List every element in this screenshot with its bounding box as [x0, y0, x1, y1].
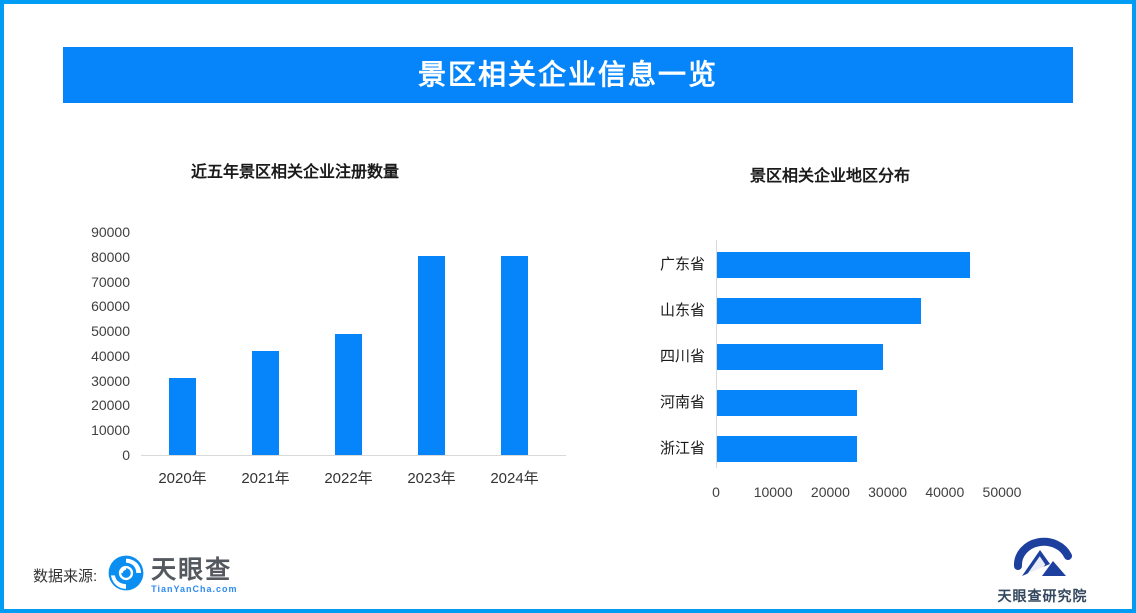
category-label-浙江省: 浙江省	[659, 439, 705, 457]
y-axis-tick-label: 20000	[91, 397, 130, 414]
research-institute-logo: 天眼查研究院	[985, 534, 1100, 606]
y-axis-tick-label: 0	[122, 447, 130, 463]
bar-广东省	[717, 251, 971, 278]
y-axis-tick-label: 80000	[91, 248, 130, 265]
bar-2022年	[335, 333, 362, 455]
x-axis-tick-label: 0	[712, 484, 720, 500]
x-axis-tick-label: 30000	[868, 484, 908, 500]
category-label-山东省: 山东省	[659, 301, 705, 319]
x-axis-tick-label: 10000	[753, 484, 793, 500]
banner-title: 景区相关企业信息一览	[63, 47, 1073, 103]
x-axis-category-label: 2021年	[241, 470, 290, 487]
y-axis-tick-label: 50000	[91, 323, 130, 340]
tianyancha-logo: 天眼查 TianYanCha.com	[107, 554, 237, 597]
bar-2020年	[169, 378, 196, 455]
x-axis-tick-label: 40000	[925, 484, 965, 500]
x-axis-tick-label: 50000	[982, 484, 1022, 500]
bar-2023年	[418, 255, 445, 455]
research-institute-name: 天眼查研究院	[997, 588, 1088, 604]
y-axis-tick-label: 70000	[91, 273, 130, 290]
bar-浙江省	[717, 435, 857, 462]
bar-河南省	[717, 389, 857, 416]
data-source-label: 数据来源:	[33, 568, 98, 585]
tianyancha-eye-icon	[107, 554, 145, 597]
bar-2024年	[501, 256, 528, 455]
research-institute-icon	[1012, 534, 1074, 583]
x-axis-category-label: 2020年	[158, 470, 207, 487]
tianyancha-logo-url-text: TianYanCha.com	[151, 584, 238, 594]
x-axis-line	[141, 455, 566, 456]
x-axis-tick-label: 20000	[810, 484, 850, 500]
category-label-四川省: 四川省	[659, 347, 705, 365]
y-axis-line	[716, 240, 717, 468]
x-axis-category-label: 2022年	[324, 470, 373, 487]
y-axis-tick-label: 60000	[91, 298, 130, 315]
category-label-广东省: 广东省	[659, 255, 705, 273]
y-axis-tick-label: 40000	[91, 347, 130, 364]
bar-四川省	[717, 343, 883, 370]
x-axis-category-label: 2024年	[490, 470, 539, 487]
registration-chart-title: 近五年景区相关企业注册数量	[190, 164, 399, 181]
y-axis-tick-label: 30000	[91, 372, 130, 389]
y-axis-tick-label: 10000	[91, 422, 130, 439]
tianyancha-logo-text: 天眼查	[151, 556, 233, 584]
y-axis-tick-label: 90000	[91, 224, 130, 240]
x-axis-category-label: 2023年	[407, 470, 456, 487]
data-source-row: 数据来源: 天眼查 TianYanCha.com	[33, 554, 238, 597]
category-label-河南省: 河南省	[659, 393, 705, 411]
region-chart-title: 景区相关企业地区分布	[749, 168, 910, 185]
bar-山东省	[717, 297, 922, 324]
bar-2021年	[252, 350, 279, 455]
